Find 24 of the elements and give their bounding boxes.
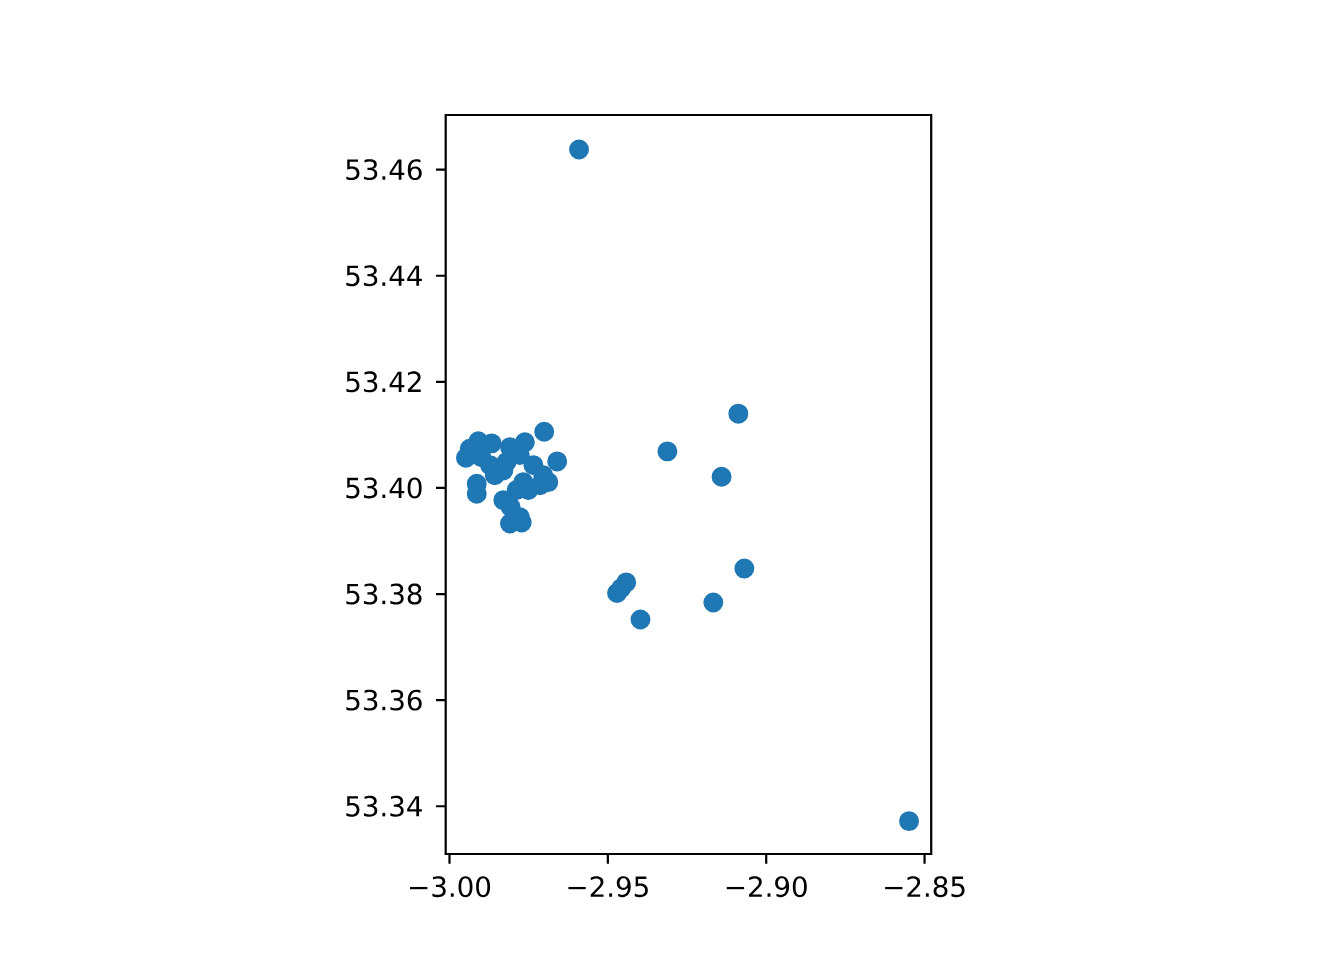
y-tick-label: 53.36 [346, 689, 422, 711]
point [630, 609, 651, 630]
point [728, 403, 749, 424]
point [530, 475, 551, 496]
point [496, 451, 517, 472]
y-tick-label: 53.40 [346, 477, 422, 499]
point [657, 441, 678, 462]
point [547, 451, 568, 472]
point [534, 421, 555, 442]
x-tick-label: −2.85 [885, 876, 965, 898]
y-tick-label: 53.46 [346, 159, 422, 181]
point [703, 592, 724, 613]
point [569, 139, 589, 160]
x-tick-label: −2.95 [568, 876, 648, 898]
point [734, 558, 755, 579]
y-tick-label: 53.38 [346, 583, 422, 605]
x-tick-label: −2.90 [726, 876, 807, 898]
point [711, 466, 732, 487]
point [899, 811, 919, 832]
x-tick-label: −3.00 [410, 876, 491, 898]
y-tick-label: 53.42 [346, 371, 421, 393]
y-tick-label: 53.44 [346, 265, 422, 287]
point [616, 572, 637, 593]
y-tick-label: 53.34 [346, 795, 422, 817]
